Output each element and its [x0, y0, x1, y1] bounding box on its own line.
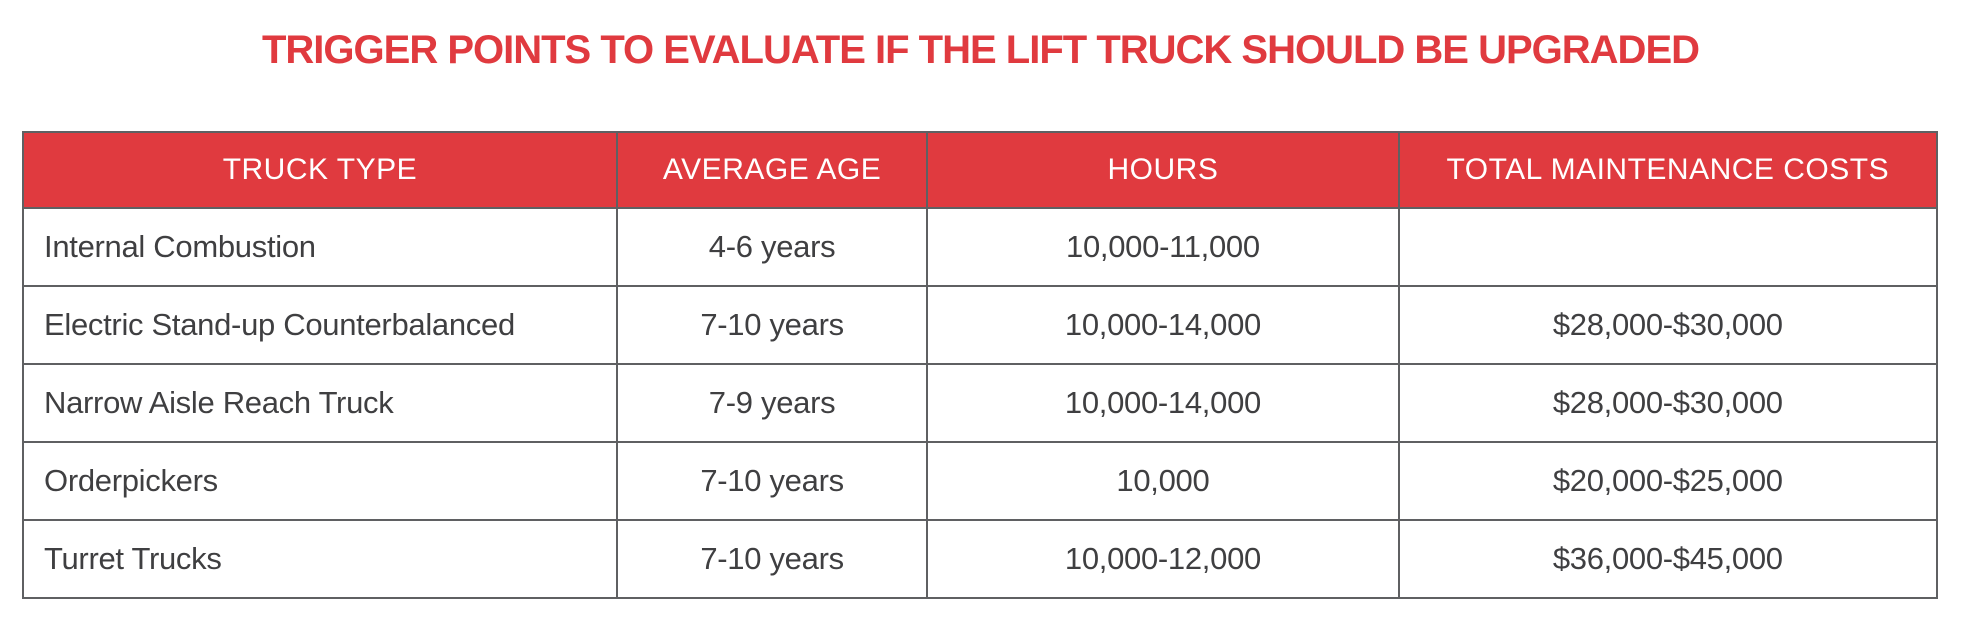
cell-hours: 10,000	[928, 443, 1400, 521]
cell-total-maintenance-costs: $28,000-$30,000	[1399, 287, 1938, 365]
table-row: Narrow Aisle Reach Truck 7-9 years 10,00…	[22, 365, 1938, 443]
table-header-row: TRUCK TYPE AVERAGE AGE HOURS TOTAL MAINT…	[22, 131, 1938, 209]
header-cell-truck-type: TRUCK TYPE	[22, 131, 618, 209]
cell-truck-type: Turret Trucks	[22, 521, 618, 599]
cell-hours: 10,000-14,000	[928, 287, 1400, 365]
cell-total-maintenance-costs: $36,000-$45,000	[1399, 521, 1938, 599]
cell-average-age: 7-10 years	[617, 443, 929, 521]
cell-average-age: 7-9 years	[617, 365, 929, 443]
table-row: Turret Trucks 7-10 years 10,000-12,000 $…	[22, 521, 1938, 599]
cell-truck-type: Electric Stand-up Counterbalanced	[22, 287, 618, 365]
cell-truck-type: Internal Combustion	[22, 209, 618, 287]
trigger-points-table: TRUCK TYPE AVERAGE AGE HOURS TOTAL MAINT…	[22, 131, 1938, 599]
table-row: Orderpickers 7-10 years 10,000 $20,000-$…	[22, 443, 1938, 521]
page-title: TRIGGER POINTS TO EVALUATE IF THE LIFT T…	[261, 28, 1700, 72]
table-row: Internal Combustion 4-6 years 10,000-11,…	[22, 209, 1938, 287]
cell-truck-type: Orderpickers	[22, 443, 618, 521]
table-row: Electric Stand-up Counterbalanced 7-10 y…	[22, 287, 1938, 365]
cell-truck-type: Narrow Aisle Reach Truck	[22, 365, 618, 443]
cell-hours: 10,000-14,000	[928, 365, 1400, 443]
cell-average-age: 7-10 years	[617, 287, 929, 365]
header-cell-total-maintenance-costs: TOTAL MAINTENANCE COSTS	[1399, 131, 1938, 209]
header-cell-hours: HOURS	[928, 131, 1400, 209]
cell-hours: 10,000-12,000	[928, 521, 1400, 599]
cell-total-maintenance-costs: $28,000-$30,000	[1399, 365, 1938, 443]
cell-average-age: 4-6 years	[617, 209, 929, 287]
cell-average-age: 7-10 years	[617, 521, 929, 599]
cell-total-maintenance-costs: $20,000-$25,000	[1399, 443, 1938, 521]
cell-total-maintenance-costs	[1399, 209, 1938, 287]
cell-hours: 10,000-11,000	[928, 209, 1400, 287]
header-cell-average-age: AVERAGE AGE	[617, 131, 929, 209]
